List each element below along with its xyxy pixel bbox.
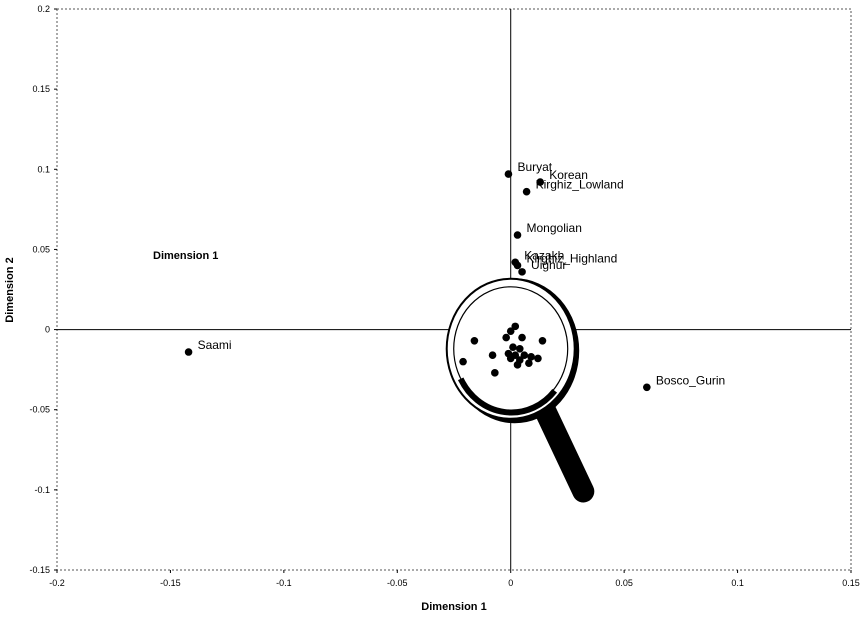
y-axis-ticks: -0.15 -0.1 -0.05 0 0.05 0.1 0.15 0.2 [29, 4, 57, 575]
labeled-point [536, 178, 545, 186]
data-points [184, 170, 651, 392]
plot-frame [56, 8, 852, 571]
cluster-point [506, 354, 515, 363]
cluster-point [520, 351, 529, 360]
cluster-point [538, 336, 547, 345]
plot-border [56, 8, 852, 571]
point-label: Bosco_Gurin [656, 373, 725, 387]
x-tick-label: 0.15 [842, 578, 860, 588]
point-label: Uighur [531, 258, 566, 272]
y-tick-label: 0.15 [32, 84, 50, 94]
labeled-point [643, 383, 651, 392]
point-label: Mongolian [527, 221, 582, 235]
zero-axes [57, 9, 851, 570]
x-axis-title: Dimension 1 [421, 601, 486, 613]
labeled-point [513, 231, 522, 239]
y-tick-label: 0.2 [37, 4, 50, 14]
labeled-point [518, 268, 526, 276]
cluster-point [488, 351, 497, 360]
x-tick-label: 0 [508, 578, 513, 588]
magnifier-lens-shade [458, 377, 558, 416]
y-tick-label: -0.05 [29, 405, 50, 415]
chart-annotation: Dimension 1 [153, 250, 218, 262]
x-tick-label: 0.05 [615, 578, 633, 588]
cluster-point [502, 333, 510, 342]
point-label: Kazakh [524, 248, 564, 262]
labeled-point [522, 187, 531, 196]
x-tick-label: -0.05 [387, 578, 408, 588]
x-tick-label: -0.15 [160, 578, 181, 588]
cluster-point [518, 333, 526, 342]
cluster-point [509, 343, 517, 352]
x-tick-label: 0.1 [731, 578, 744, 588]
point-label: Saami [198, 338, 232, 352]
cluster-point [511, 322, 520, 331]
point-label: Kirghiz_Lowland [536, 178, 624, 192]
cluster-point [527, 353, 535, 361]
cluster-point [515, 345, 524, 353]
y-tick-label: 0 [45, 325, 50, 335]
labeled-point [504, 170, 513, 178]
y-tick-label: -0.1 [34, 485, 50, 495]
y-tick-label: 0.1 [37, 164, 50, 174]
cluster-point [470, 336, 479, 345]
y-axis-title: Dimension 2 [4, 257, 16, 322]
y-tick-label: 0.05 [32, 244, 50, 254]
labeled-point [513, 261, 522, 270]
cluster-point [534, 354, 542, 363]
x-axis-ticks: -0.2 -0.15 -0.1 -0.05 0 0.05 0.1 0.15 [49, 570, 860, 588]
cluster-point [525, 359, 533, 368]
y-tick-label: -0.15 [29, 565, 50, 575]
cluster-point [506, 327, 515, 335]
cluster-point [513, 361, 522, 369]
magnifier-icon [445, 277, 595, 503]
point-label: Kirghiz_Highland [527, 251, 618, 265]
cluster-point [459, 357, 467, 366]
point-label: Buryat [517, 160, 552, 174]
x-tick-label: -0.2 [49, 578, 65, 588]
cluster-point [491, 369, 499, 377]
labeled-point [184, 348, 193, 356]
point-label: Korean [549, 168, 588, 182]
x-tick-label: -0.1 [276, 578, 292, 588]
